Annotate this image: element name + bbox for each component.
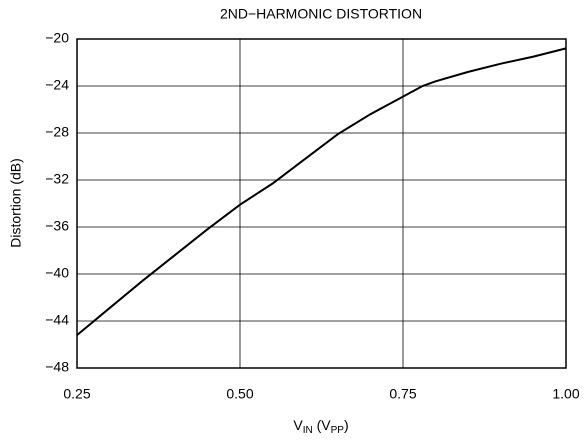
y-tick-label: −20 (45, 30, 69, 46)
x-label-sub: IN (303, 425, 313, 436)
x-tick-label: 0.50 (226, 386, 253, 402)
x-tick-label: 1.00 (552, 386, 579, 402)
data-line (76, 47, 567, 336)
y-tick-label: −28 (45, 124, 69, 140)
chart-title: 2ND−HARMONIC DISTORTION (220, 6, 422, 22)
y-tick-label: −24 (45, 77, 69, 93)
y-tick-label: −32 (45, 171, 69, 187)
x-tick-label: 0.75 (389, 386, 416, 402)
x-label-part: V (293, 417, 303, 433)
x-axis-label: VIN (VPP) (293, 417, 348, 436)
plot-frame (76, 38, 567, 369)
x-label-sub: PP (331, 425, 345, 436)
y-tick-label: −44 (45, 312, 69, 328)
y-tick-label: −40 (45, 265, 69, 281)
y-tick-label: −36 (45, 218, 69, 234)
y-tick-label: −48 (45, 359, 69, 375)
x-label-part: (V (313, 417, 332, 433)
y-axis-label: Distortion (dB) (8, 158, 24, 247)
x-tick-label: 0.25 (63, 386, 90, 402)
x-label-part: ) (344, 417, 349, 433)
